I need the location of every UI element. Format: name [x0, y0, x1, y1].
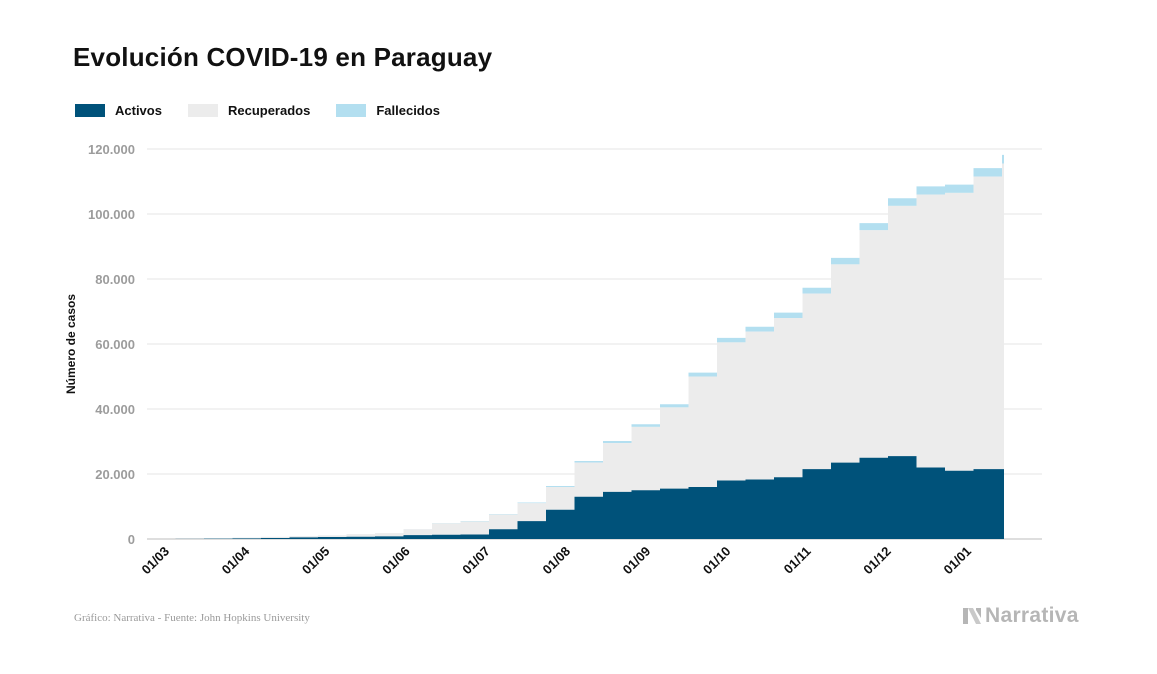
legend-label-recuperados: Recuperados [227, 103, 311, 118]
x-tick-label: 01/04 [219, 543, 253, 577]
y-tick-label: 0 [128, 532, 135, 547]
x-tick-label: 01/09 [620, 544, 654, 578]
area-recuperados [147, 163, 1004, 539]
area-activos [147, 456, 1004, 539]
x-tick-label: 01/05 [299, 544, 333, 578]
narrativa-logo-icon [963, 608, 981, 624]
legend-label-activos: Activos [115, 103, 162, 118]
y-tick-label: 40.000 [95, 402, 135, 417]
x-tick-label: 01/07 [459, 544, 493, 578]
x-tick-label: 01/10 [700, 544, 734, 578]
area-fallecidos [147, 154, 1004, 539]
x-tick-label: 01/03 [139, 544, 173, 578]
y-tick-label: 80.000 [95, 272, 135, 287]
legend-label-fallecidos: Fallecidos [376, 103, 440, 118]
x-tick-label: 01/12 [860, 544, 894, 578]
x-tick-label: 01/11 [781, 544, 814, 577]
legend-item-fallecidos: Fallecidos [336, 103, 440, 118]
chart-legend: Activos Recuperados Fallecidos [75, 103, 466, 118]
legend-swatch-recuperados [187, 104, 218, 117]
x-tick-label: 01/01 [941, 544, 975, 578]
y-axis-title: Número de casos [64, 294, 78, 394]
chart-title: Evolución COVID-19 en Paraguay [73, 42, 493, 72]
legend-swatch-activos [75, 104, 105, 117]
source-note: Gráfico: Narrativa - Fuente: John Hopkin… [74, 612, 310, 624]
x-tick-label: 01/06 [379, 544, 413, 578]
brand-logo: Narrativa [962, 604, 1079, 628]
y-tick-label: 120.000 [88, 142, 135, 157]
legend-item-recuperados: Recuperados [187, 103, 311, 118]
x-tick-label: 01/08 [540, 544, 574, 578]
y-tick-label: 60.000 [95, 337, 135, 352]
y-tick-label: 100.000 [88, 207, 135, 222]
legend-item-activos: Activos [75, 103, 162, 118]
y-tick-label: 20.000 [95, 467, 135, 482]
legend-swatch-fallecidos [336, 104, 367, 117]
brand-name: Narrativa [985, 604, 1079, 627]
